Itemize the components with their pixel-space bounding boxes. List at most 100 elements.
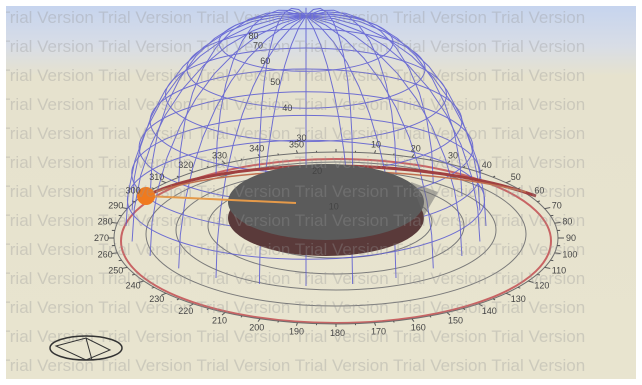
azimuth-tick bbox=[544, 207, 551, 210]
azimuth-tick bbox=[240, 158, 243, 161]
azimuth-tick bbox=[429, 315, 432, 318]
azimuth-label: 330 bbox=[212, 151, 227, 161]
azimuth-tick bbox=[151, 187, 155, 190]
altitude-label: 30 bbox=[297, 133, 307, 143]
dome-parallel bbox=[218, 12, 394, 72]
outer-ring-red bbox=[120, 158, 552, 324]
azimuth-tick bbox=[189, 303, 194, 307]
azimuth-tick bbox=[492, 175, 496, 178]
azimuth-label: 40 bbox=[482, 160, 492, 170]
azimuth-label: 50 bbox=[511, 172, 521, 182]
azimuth-label: 70 bbox=[552, 201, 562, 211]
azimuth-label: 130 bbox=[511, 294, 526, 304]
azimuth-tick bbox=[429, 158, 432, 161]
azimuth-tick bbox=[446, 312, 451, 316]
building-model bbox=[228, 164, 438, 256]
azimuth-label: 100 bbox=[562, 250, 577, 260]
azimuth-label: 30 bbox=[448, 151, 458, 161]
ground-rings bbox=[108, 149, 564, 327]
altitude-label: 60 bbox=[260, 56, 270, 66]
azimuth-tick bbox=[240, 315, 243, 318]
azimuth-label: 60 bbox=[534, 186, 544, 196]
azimuth-tick bbox=[517, 187, 521, 190]
azimuth-label: 280 bbox=[98, 217, 113, 227]
azimuth-label: 240 bbox=[126, 281, 141, 291]
3d-viewport[interactable]: 10 20 30 40 50 60 70 80 90 100 110 120 130 140 150 160 1… bbox=[6, 6, 636, 379]
azimuth-tick bbox=[295, 150, 298, 154]
azimuth-label: 300 bbox=[126, 186, 141, 196]
dome-parallel bbox=[186, 28, 426, 109]
azimuth-label: 80 bbox=[562, 217, 572, 227]
azimuth-tick bbox=[121, 266, 128, 269]
azimuth-tick bbox=[111, 252, 118, 254]
azimuth-tick bbox=[544, 266, 551, 269]
azimuth-label: 310 bbox=[149, 172, 164, 182]
sun-ray bbox=[145, 195, 297, 204]
azimuth-label: 190 bbox=[289, 327, 304, 337]
azimuth-tick bbox=[176, 298, 180, 301]
azimuth-tick bbox=[151, 286, 155, 289]
azimuth-tick bbox=[257, 318, 261, 322]
azimuth-label: 110 bbox=[552, 266, 566, 276]
sun-marker-icon[interactable] bbox=[137, 187, 155, 205]
azimuth-label: 260 bbox=[98, 250, 113, 260]
dome-parallel bbox=[165, 47, 447, 143]
azimuth-ticks bbox=[108, 149, 564, 327]
azimuth-tick bbox=[131, 273, 135, 276]
azimuth-label: 10 bbox=[371, 139, 381, 149]
building-top bbox=[228, 164, 424, 240]
azimuth-label: 200 bbox=[249, 322, 264, 332]
azimuth-label: 320 bbox=[178, 160, 193, 170]
altitude-label: 20 bbox=[312, 166, 322, 176]
azimuth-label: 210 bbox=[212, 315, 227, 325]
azimuth-tick bbox=[393, 153, 395, 156]
azimuth-tick bbox=[111, 222, 118, 224]
azimuth-tick bbox=[554, 222, 561, 224]
azimuth-tick bbox=[505, 292, 511, 296]
sun-path-scene: 10 20304050607080901001101201301401501601… bbox=[94, 7, 577, 338]
azimuth-tick bbox=[221, 312, 226, 316]
azimuth-tick bbox=[221, 160, 226, 164]
azimuth-tick bbox=[138, 280, 144, 283]
azimuth-label: 140 bbox=[482, 306, 497, 316]
building-shadow bbox=[411, 182, 438, 216]
azimuth-label: 230 bbox=[149, 294, 164, 304]
azimuth-tick bbox=[463, 165, 466, 168]
azimuth-tick bbox=[393, 320, 395, 323]
azimuth-tick bbox=[277, 153, 279, 156]
azimuth-tick bbox=[206, 308, 209, 311]
azimuth-tick bbox=[161, 292, 167, 296]
orbit-navigation-icon[interactable] bbox=[46, 326, 130, 370]
azimuth-tick bbox=[528, 280, 534, 283]
azimuth-tick bbox=[463, 308, 466, 311]
azimuth-tick bbox=[411, 318, 415, 322]
azimuth-label: 90 bbox=[566, 233, 576, 243]
azimuth-label: 290 bbox=[108, 201, 123, 211]
azimuth-tick bbox=[206, 165, 209, 168]
azimuth-tick bbox=[505, 180, 511, 184]
azimuth-tick bbox=[492, 298, 496, 301]
azimuth-tick bbox=[161, 180, 167, 184]
azimuth-tick bbox=[295, 322, 298, 326]
azimuth-tick bbox=[374, 322, 377, 326]
altitude-label: 50 bbox=[270, 77, 280, 87]
azimuth-tick bbox=[517, 286, 521, 289]
azimuth-label: 180 bbox=[330, 328, 345, 338]
azimuth-label: 350 bbox=[289, 139, 304, 149]
azimuth-label: 20 bbox=[411, 144, 421, 154]
azimuth-label: 340 bbox=[249, 144, 264, 154]
azimuth-tick bbox=[277, 320, 279, 323]
azimuth-label: 150 bbox=[448, 315, 463, 325]
azimuth-label: 160 bbox=[411, 322, 426, 332]
altitude-label: 10 bbox=[329, 202, 339, 212]
azimuth-tick bbox=[537, 200, 541, 203]
azimuth-label: 270 bbox=[94, 233, 109, 243]
azimuth-tick bbox=[411, 154, 415, 158]
azimuth-tick bbox=[189, 169, 194, 173]
azimuth-tick bbox=[121, 207, 128, 210]
azimuth-tick bbox=[478, 303, 483, 307]
altitude-label: 80 bbox=[249, 31, 259, 41]
azimuth-label: 250 bbox=[108, 266, 123, 276]
